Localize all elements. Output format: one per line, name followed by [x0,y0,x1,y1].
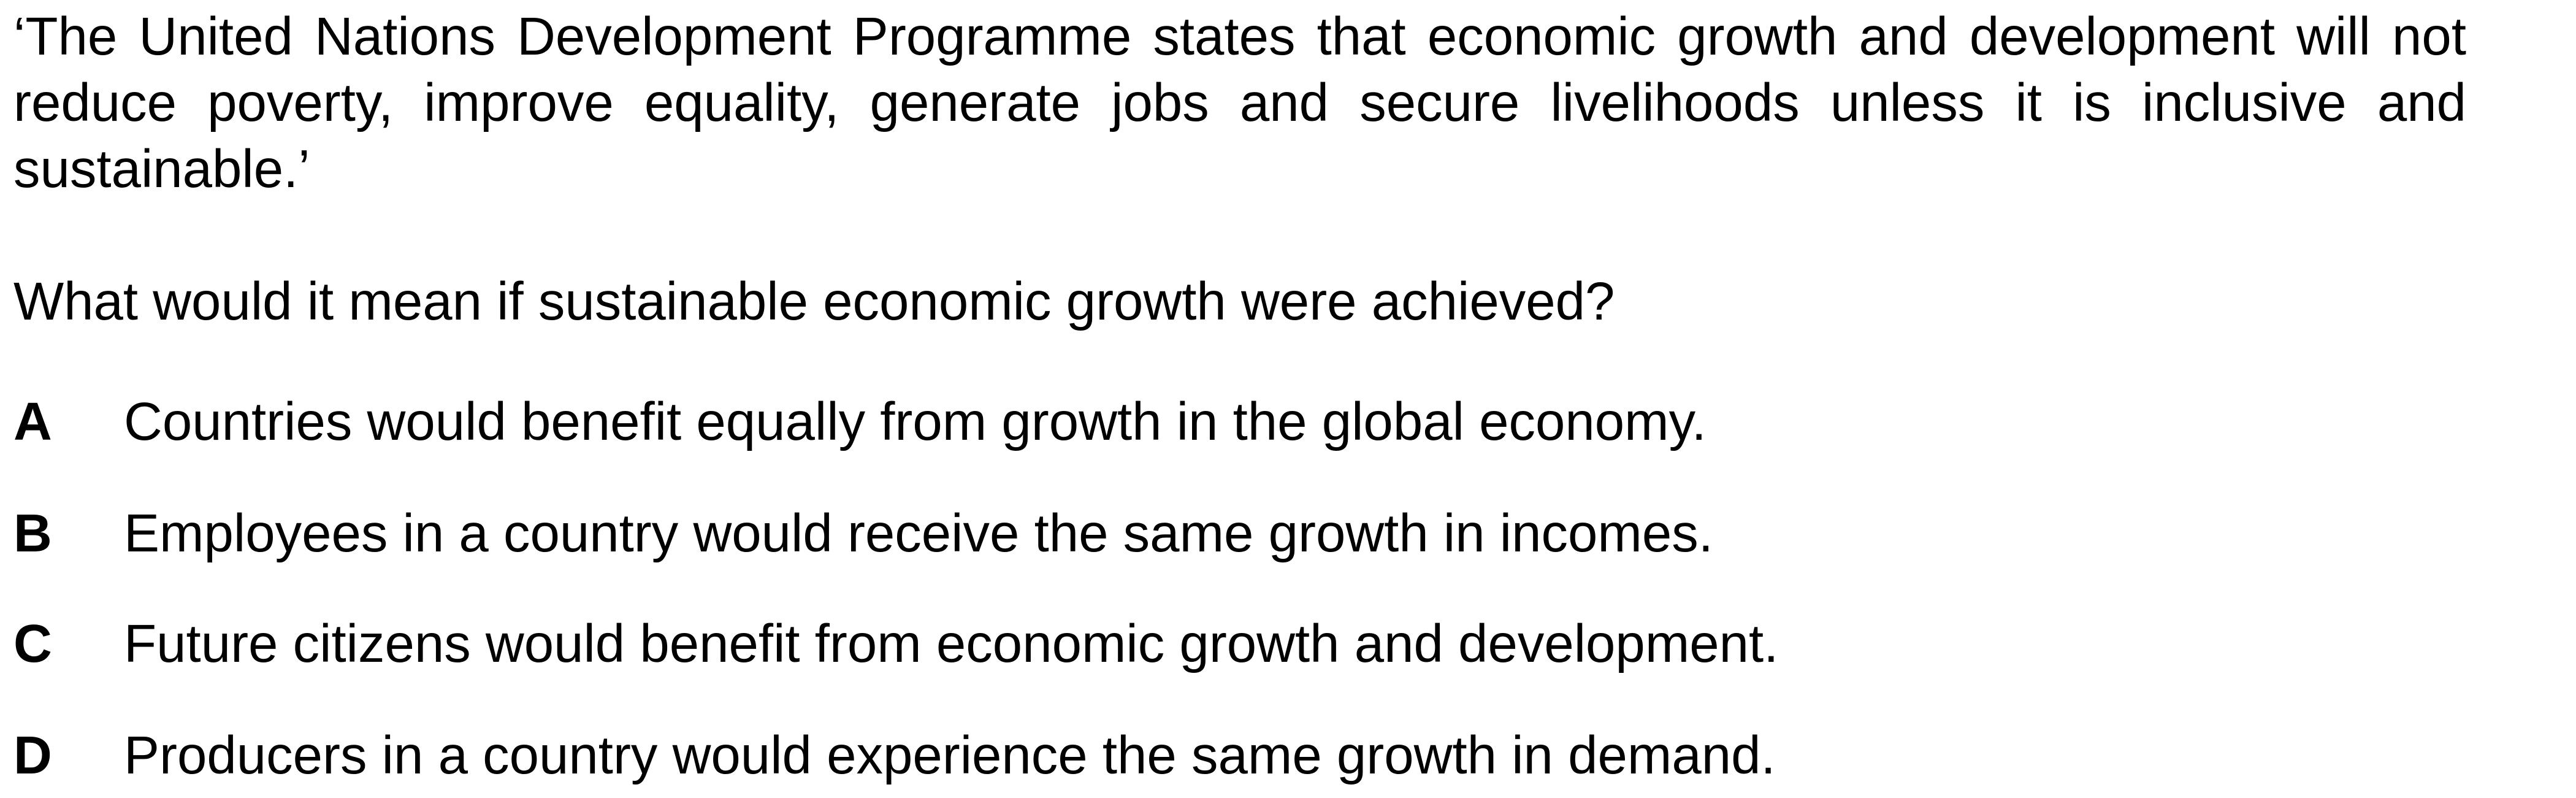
quotation-text: ‘The United Nations Development Programm… [13,7,2466,199]
option-letter: A [13,392,52,451]
option-letter: D [13,726,52,785]
option-letter: B [13,504,52,563]
option-letter: C [13,614,52,673]
question-text: What would it mean if sustainable econom… [13,272,1615,331]
option-text: Employees in a country would receive the… [124,504,1713,563]
option-text: Future citizens would benefit from econo… [124,614,1779,673]
option-text: Countries would benefit equally from gro… [124,392,1707,451]
option-text: Producers in a country would experience … [124,726,1776,785]
